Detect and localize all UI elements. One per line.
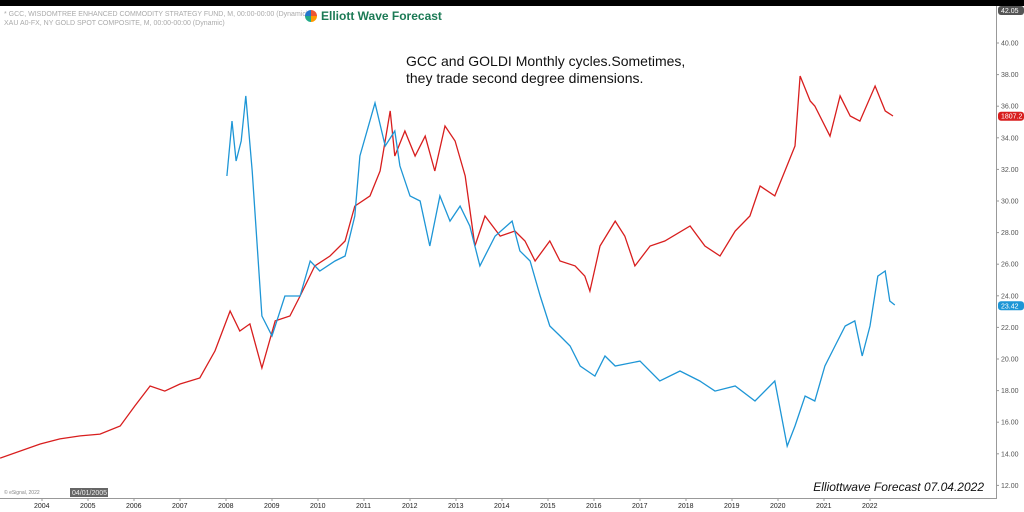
x-tick-label: 2006 — [126, 503, 142, 510]
y-tick-label: 18.00 — [1001, 388, 1019, 395]
x-tick-label: 2012 — [402, 503, 418, 510]
plot-area[interactable] — [0, 6, 997, 499]
y-tick-label: 40.00 — [1001, 41, 1019, 48]
y-tick-label: 14.00 — [1001, 451, 1019, 458]
y-tick-label: 38.00 — [1001, 72, 1019, 79]
x-cursor-box — [70, 488, 108, 497]
chart-window: * GCC, WISDOMTREE ENHANCED COMMODITY STR… — [0, 6, 1024, 512]
series-line-1 — [226, 95, 896, 449]
series-line-0 — [0, 75, 894, 459]
x-tick-label: 2005 — [80, 503, 96, 510]
x-tick-label: 2020 — [770, 503, 786, 510]
last-value-box-1 — [998, 301, 1024, 311]
x-tick-label: 2010 — [310, 503, 326, 510]
y-tick-label: 34.00 — [1001, 135, 1019, 142]
y-tick-label: 36.00 — [1001, 104, 1019, 111]
x-tick-label: 2016 — [586, 503, 602, 510]
x-tick-label: 2007 — [172, 503, 188, 510]
y-tick-label: 30.00 — [1001, 199, 1019, 206]
brand-name: Elliott Wave Forecast — [321, 9, 442, 23]
top-price-box — [998, 6, 1024, 15]
x-tick-label: 2018 — [678, 503, 694, 510]
y-tick-label: 28.00 — [1001, 230, 1019, 237]
y-tick-label: 22.00 — [1001, 325, 1019, 332]
last-value-box-0 — [998, 111, 1024, 121]
x-tick-label: 2013 — [448, 503, 464, 510]
logo-icon — [305, 10, 317, 22]
x-tick-label: 2022 — [862, 503, 878, 510]
y-tick-label: 26.00 — [1001, 262, 1019, 269]
y-tick-label: 20.00 — [1001, 357, 1019, 364]
x-tick-label: 2019 — [724, 503, 740, 510]
x-tick-label: 2015 — [540, 503, 556, 510]
x-tick-label: 2008 — [218, 503, 234, 510]
legend-gcc: * GCC, WISDOMTREE ENHANCED COMMODITY STR… — [4, 11, 309, 18]
y-tick-label: 12.00 — [1001, 483, 1019, 490]
last-value-label-0: 1807.2 — [1001, 114, 1023, 121]
y-tick-label: 24.00 — [1001, 293, 1019, 300]
x-tick-label: 2021 — [816, 503, 832, 510]
x-tick-label: 2014 — [494, 503, 510, 510]
top-price-label: 42.05 — [1001, 8, 1019, 15]
y-tick-label: 32.00 — [1001, 167, 1019, 174]
x-tick-label: 2004 — [34, 503, 50, 510]
footer-signature: Elliottwave Forecast 07.04.2022 — [813, 480, 984, 494]
x-tick-label: 2017 — [632, 503, 648, 510]
x-tick-label: 2009 — [264, 503, 280, 510]
brand-logo: Elliott Wave Forecast — [305, 9, 442, 23]
copyright: © eSignal, 2022 — [4, 490, 40, 496]
series-legend: * GCC, WISDOMTREE ENHANCED COMMODITY STR… — [4, 10, 308, 28]
x-tick-label: 2011 — [356, 503, 371, 510]
y-tick-label: 16.00 — [1001, 420, 1019, 427]
chart-title: GCC and GOLDI Monthly cycles.Sometimes, … — [406, 53, 686, 86]
legend-gold: XAU A0-FX, NY GOLD SPOT COMPOSITE, M, 00… — [4, 20, 225, 27]
last-value-label-1: 23.42 — [1001, 303, 1019, 310]
x-cursor-label: 04/01/2005 — [72, 490, 107, 497]
